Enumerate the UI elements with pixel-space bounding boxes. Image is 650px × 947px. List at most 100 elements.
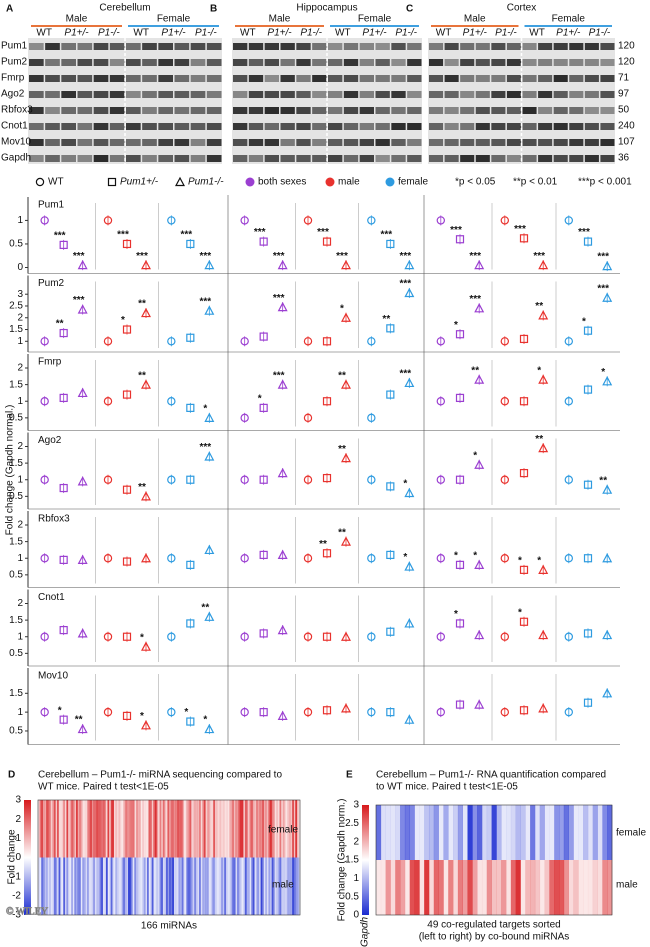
y-tick-label: 0.5 bbox=[9, 412, 23, 423]
legend-pvalue: ***p < 0.001 bbox=[578, 177, 632, 188]
heatmap-cell bbox=[225, 857, 228, 915]
blot-band bbox=[391, 155, 406, 162]
heatmap-cell bbox=[230, 857, 233, 915]
heatmap-cell bbox=[96, 800, 99, 858]
heatmap-cell bbox=[228, 800, 231, 858]
blot-band bbox=[584, 139, 599, 146]
data-point bbox=[500, 707, 509, 717]
data-point bbox=[103, 337, 113, 346]
heatmap-cell bbox=[60, 800, 62, 858]
heatmap-cell bbox=[400, 860, 406, 915]
heatmap-cell bbox=[433, 805, 439, 860]
heatmap-cell bbox=[120, 800, 122, 858]
heatmap-cell bbox=[159, 800, 162, 858]
row-protein-label: Ago2 bbox=[38, 435, 62, 446]
blot-band bbox=[77, 123, 93, 130]
blot-band bbox=[328, 139, 343, 146]
heatmap-cell bbox=[214, 800, 217, 858]
data-point bbox=[141, 720, 151, 730]
data-point bbox=[341, 259, 351, 270]
blot-band bbox=[206, 155, 222, 162]
data-point bbox=[322, 549, 332, 558]
significance: *** bbox=[117, 230, 129, 241]
genotype-label: WT bbox=[36, 28, 52, 39]
significance: *** bbox=[180, 230, 192, 241]
heatmap-cell bbox=[61, 857, 64, 915]
blot-band bbox=[359, 43, 374, 50]
blot-band bbox=[280, 123, 295, 130]
data-point bbox=[204, 544, 215, 555]
heatmap-cell bbox=[208, 800, 211, 858]
blot-band bbox=[109, 75, 125, 82]
heatmap-title: Cerebellum – Pum1-/- RNA quantification … bbox=[376, 770, 606, 781]
blot-band bbox=[506, 107, 521, 114]
heatmap-cell bbox=[501, 805, 507, 860]
heatmap-cell bbox=[120, 857, 122, 915]
blot-band bbox=[206, 139, 222, 146]
blot-band bbox=[158, 59, 173, 66]
significance: ** bbox=[138, 299, 146, 310]
heatmap-cell bbox=[266, 800, 269, 858]
heatmap-cell bbox=[270, 857, 272, 915]
heatmap-cell bbox=[79, 800, 81, 858]
data-point bbox=[59, 715, 68, 724]
heatmap-cell bbox=[178, 857, 181, 915]
heatmap-cell bbox=[244, 857, 247, 915]
data-point bbox=[59, 555, 68, 564]
heatmap-cell bbox=[102, 800, 105, 858]
heatmap-cell bbox=[211, 857, 214, 915]
data-point bbox=[404, 377, 415, 388]
y-tick-label: 0.5 bbox=[9, 648, 23, 659]
heatmap-cell bbox=[506, 805, 512, 860]
heatmap-cell bbox=[282, 800, 285, 858]
region-title: Hippocampus bbox=[296, 3, 357, 14]
significance: ** bbox=[201, 602, 209, 613]
heatmap-cell bbox=[165, 857, 168, 915]
heatmap-cell bbox=[530, 860, 536, 915]
heatmap-cell bbox=[428, 860, 435, 915]
heatmap-cell bbox=[109, 800, 111, 858]
heatmap-cell bbox=[276, 857, 279, 915]
heatmap-cell bbox=[472, 805, 478, 860]
blot-band bbox=[584, 107, 599, 114]
heatmap-cell bbox=[249, 857, 252, 915]
colorbar-tick: 0 bbox=[353, 910, 359, 921]
watermark: © WILEY bbox=[6, 906, 48, 917]
blot-band bbox=[61, 155, 76, 162]
heatmap-cell bbox=[510, 860, 516, 915]
blot-band bbox=[77, 139, 93, 146]
blot-band bbox=[506, 123, 521, 130]
blot-band bbox=[506, 75, 521, 82]
blot-band bbox=[375, 91, 390, 98]
heatmap-cell bbox=[284, 857, 287, 915]
significance: *** bbox=[199, 251, 211, 262]
blot-band bbox=[429, 139, 444, 146]
heatmap-cell bbox=[400, 805, 406, 860]
data-point bbox=[186, 560, 195, 569]
blot-band bbox=[391, 91, 406, 98]
heatmap-cell bbox=[539, 805, 545, 860]
blot-band bbox=[206, 59, 222, 66]
significance: ** bbox=[382, 314, 390, 325]
significance: ** bbox=[338, 444, 346, 455]
heatmap-cell bbox=[97, 857, 100, 915]
data-point bbox=[341, 312, 351, 322]
heatmap-cell bbox=[213, 800, 216, 858]
heatmap-cell bbox=[156, 800, 159, 858]
heatmap-cell bbox=[544, 805, 550, 860]
heatmap-cell bbox=[453, 860, 459, 915]
heatmap-cell bbox=[195, 857, 198, 915]
heatmap-cell bbox=[139, 800, 141, 858]
blot-band bbox=[538, 75, 553, 82]
heatmap-cell bbox=[205, 800, 208, 858]
heatmap-cell bbox=[58, 857, 61, 915]
heatmap-cell bbox=[203, 800, 206, 858]
y-tick-label: 2.5 bbox=[9, 301, 23, 312]
blot-band bbox=[444, 91, 459, 98]
heatmap-cell bbox=[222, 800, 225, 858]
blot-band bbox=[248, 59, 264, 66]
heatmap-cell bbox=[385, 860, 391, 915]
y-tick-label: 2 bbox=[17, 598, 23, 609]
heatmap-cell bbox=[41, 800, 44, 858]
region-title: Cortex bbox=[507, 3, 536, 14]
